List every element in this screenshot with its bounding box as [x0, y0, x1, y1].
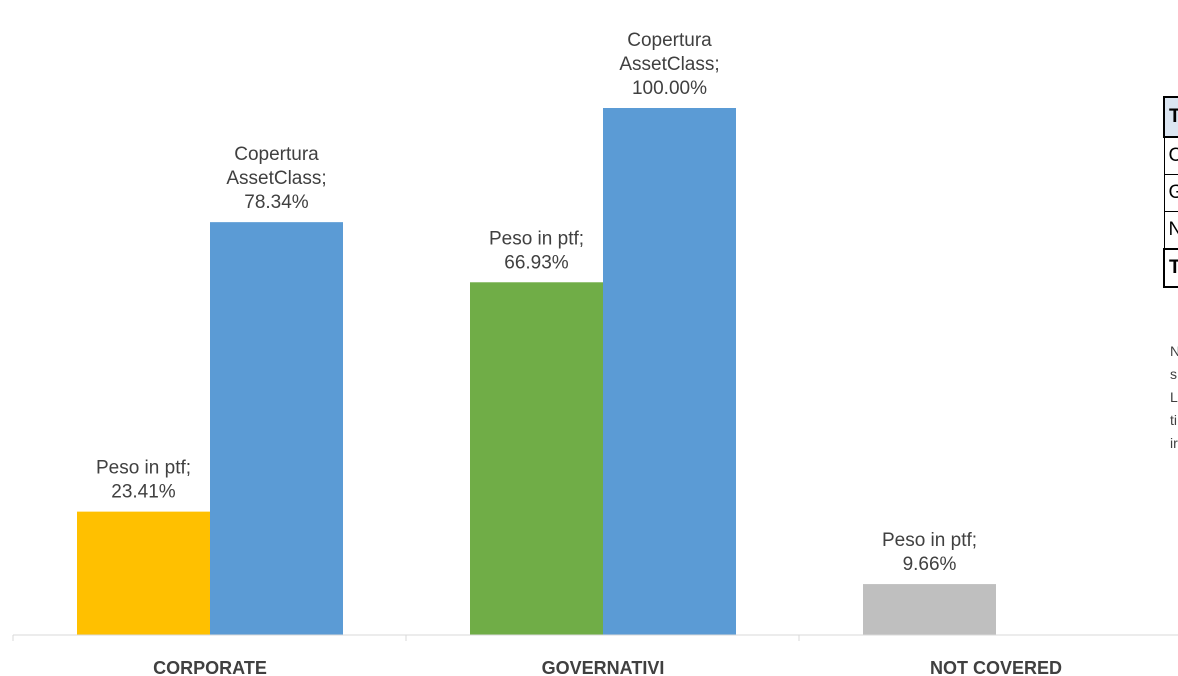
table-row: N: [1163, 211, 1178, 250]
data-label: Copertura: [627, 30, 712, 51]
bar-not-covered-series-0: [863, 584, 996, 635]
category-label: GOVERNATIVI: [542, 658, 665, 676]
note-line: N: [1170, 343, 1178, 359]
category-labels: CORPORATE GOVERNATIVI NOT COVERED: [153, 658, 1062, 676]
data-label: Peso in ptf;: [882, 530, 977, 551]
data-label: 9.66%: [903, 554, 957, 575]
category-label: CORPORATE: [153, 658, 267, 676]
note-line: s: [1170, 366, 1177, 382]
x-axis: [12, 634, 1178, 641]
note-line: L: [1170, 389, 1178, 405]
data-label: 66.93%: [504, 252, 569, 273]
data-label: Peso in ptf;: [489, 228, 584, 249]
data-label: Copertura: [234, 144, 319, 165]
table-row: G: [1163, 174, 1178, 212]
table-cell: N: [1163, 211, 1178, 250]
bar-corporate-series-0: [77, 511, 210, 635]
bar-governativi-series-0: [470, 282, 603, 635]
summary-table: TCGNT: [1163, 96, 1178, 288]
data-label: AssetClass;: [226, 168, 326, 189]
note-line: ti: [1170, 412, 1177, 428]
table-row: C: [1163, 136, 1178, 175]
table-cell: T: [1163, 248, 1178, 288]
bar-corporate-series-1: [210, 222, 343, 635]
category-label: NOT COVERED: [930, 658, 1062, 676]
bars-layer: [77, 108, 996, 635]
table-cell: G: [1163, 174, 1178, 212]
data-label: 100.00%: [632, 78, 707, 99]
data-label: 23.41%: [111, 482, 176, 503]
note-line: ir: [1170, 435, 1178, 451]
table-row: T: [1163, 248, 1178, 288]
table-cell: T: [1163, 96, 1178, 138]
data-label: 78.34%: [244, 192, 309, 213]
bar-governativi-series-1: [603, 108, 736, 635]
table-cell: C: [1163, 136, 1178, 175]
data-labels-layer: Peso in ptf; 23.41% Copertura AssetClass; 78…: [96, 30, 977, 575]
data-label: AssetClass;: [619, 54, 719, 75]
table-row: T: [1163, 96, 1178, 138]
data-label: Peso in ptf;: [96, 458, 191, 479]
